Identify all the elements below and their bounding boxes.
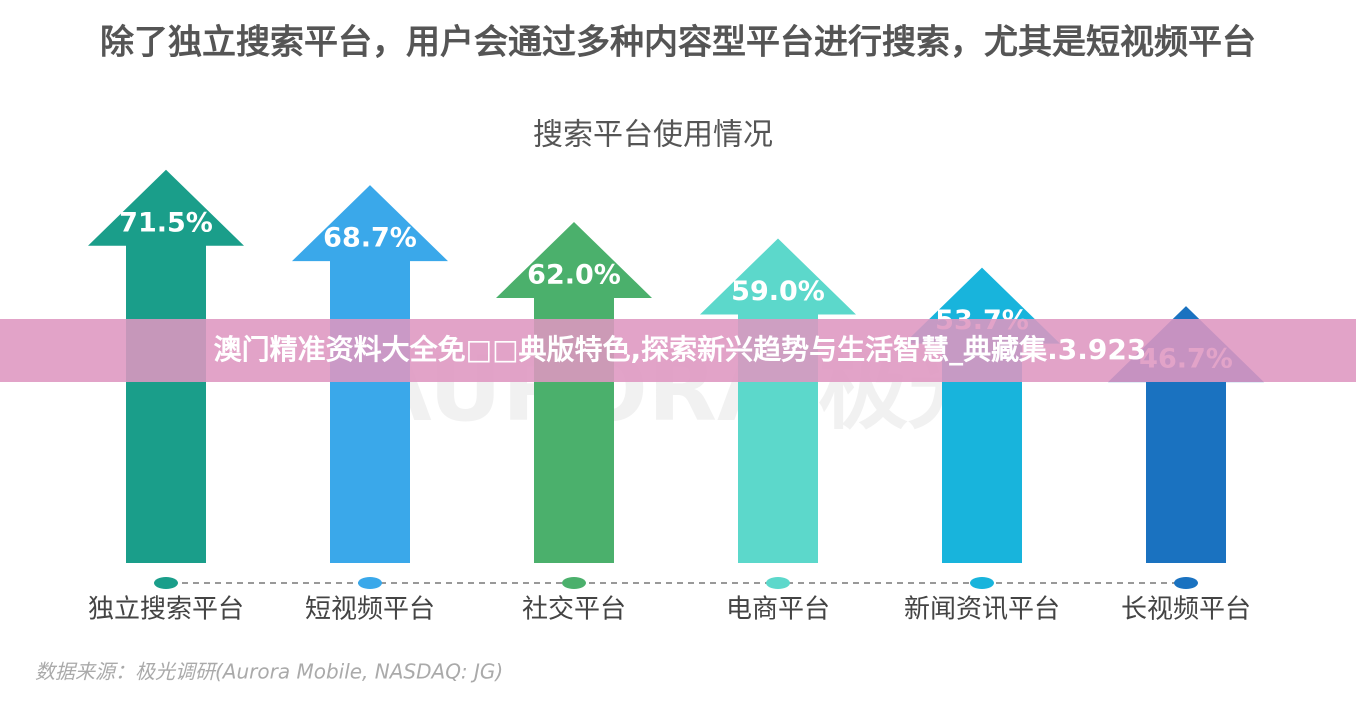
category-dot bbox=[154, 577, 178, 589]
value-label: 62.0% bbox=[527, 260, 621, 291]
x-tick-label: 社交平台 bbox=[522, 595, 626, 625]
category-dot bbox=[1174, 577, 1198, 589]
overlay-banner bbox=[0, 319, 1356, 382]
value-label: 68.7% bbox=[323, 223, 417, 254]
category-dot bbox=[970, 577, 994, 589]
x-tick-label: 长视频平台 bbox=[1121, 595, 1251, 625]
x-tick-label: 独立搜索平台 bbox=[88, 595, 244, 625]
value-label: 71.5% bbox=[119, 207, 213, 238]
x-tick-label: 新闻资讯平台 bbox=[904, 595, 1060, 625]
banner-text: 澳门精准资料大全免□□典版特色,探索新兴趋势与生活智慧_典藏集.3.923 bbox=[214, 333, 1147, 366]
category-dot bbox=[766, 577, 790, 589]
source-note: 数据来源：极光调研(Aurora Mobile, NASDAQ: JG) bbox=[35, 660, 503, 684]
category-dot bbox=[358, 577, 382, 589]
category-dot bbox=[562, 577, 586, 589]
x-tick-label: 短视频平台 bbox=[305, 595, 435, 625]
value-label: 59.0% bbox=[731, 276, 825, 307]
chart-title: 除了独立搜索平台，用户会通过多种内容型平台进行搜索，尤其是短视频平台 bbox=[100, 23, 1256, 63]
arrow-bar bbox=[496, 222, 652, 563]
x-tick-label: 电商平台 bbox=[726, 595, 830, 625]
chart-subtitle: 搜索平台使用情况 bbox=[533, 118, 773, 153]
